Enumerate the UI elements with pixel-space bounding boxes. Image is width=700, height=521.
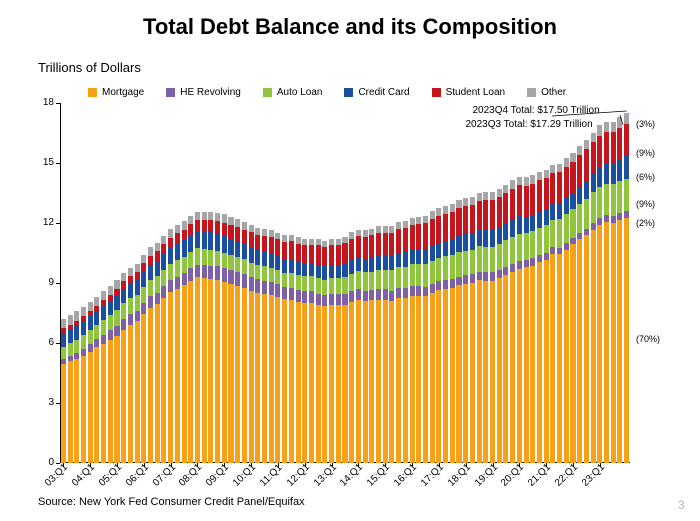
percent-label: (9%)	[636, 199, 655, 209]
percent-label: (2%)	[636, 218, 655, 228]
total-annotation: 2023Q4 Total: $17.50 Trillion	[473, 105, 600, 116]
percent-label: (9%)	[636, 148, 655, 158]
chart-page: { "title":{"text":"Total Debt Balance an…	[0, 0, 700, 521]
percent-label: (70%)	[636, 334, 660, 344]
percent-label: (3%)	[636, 119, 655, 129]
total-annotation: 2023Q3 Total: $17.29 Trillion	[466, 119, 593, 130]
annotation-leader-lines	[0, 0, 700, 521]
page-number: 3	[678, 498, 685, 512]
source-caption: Source: New York Fed Consumer Credit Pan…	[38, 496, 305, 508]
percent-label: (6%)	[636, 172, 655, 182]
